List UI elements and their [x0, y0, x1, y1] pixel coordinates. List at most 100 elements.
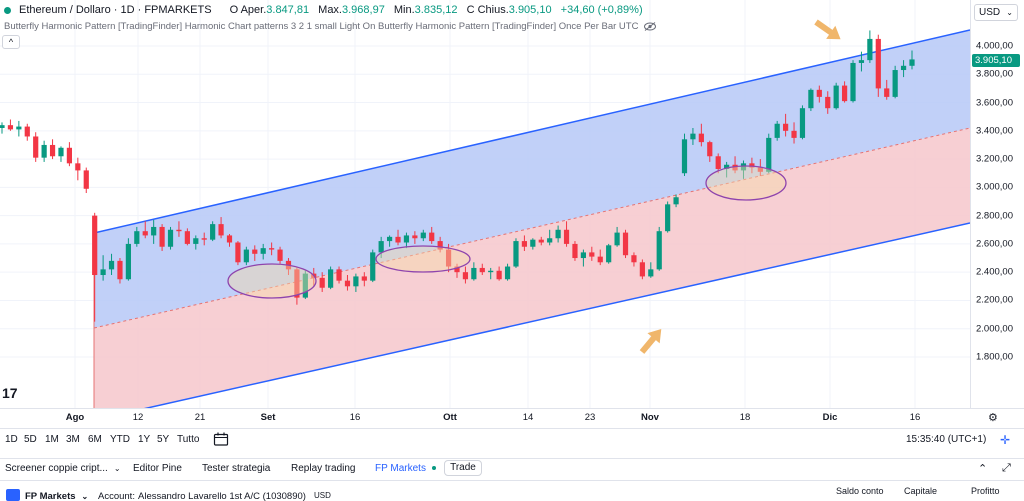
- candle-body: [833, 85, 839, 109]
- candle-body: [412, 235, 418, 239]
- range-1y-button[interactable]: 1Y: [138, 434, 151, 445]
- candle-body: [159, 226, 165, 247]
- candle-body: [395, 236, 401, 243]
- pattern-marker-ellipse: [227, 263, 317, 299]
- calendar-icon[interactable]: [213, 432, 229, 446]
- tab-strategy-tester[interactable]: Tester strategia: [202, 463, 271, 474]
- price-chart[interactable]: 17: [0, 0, 970, 408]
- candle-body: [134, 231, 140, 244]
- account-name[interactable]: Alessandro Lavarello 1st A/C (1030890): [138, 491, 306, 501]
- trade-button[interactable]: Trade: [444, 460, 482, 476]
- chevron-up-icon[interactable]: ⌃: [978, 463, 988, 475]
- candle-body: [622, 232, 629, 256]
- candle-body: [875, 38, 881, 89]
- candle-body: [41, 144, 47, 158]
- candle-body: [260, 248, 266, 254]
- chevron-down-icon: ⌄: [81, 492, 89, 501]
- candle-body: [0, 125, 5, 128]
- candle-body: [294, 269, 300, 298]
- candle-body: [479, 267, 485, 273]
- candle-body: [429, 232, 435, 242]
- candle-body: [176, 229, 182, 232]
- collapse-legend-button[interactable]: ^: [2, 35, 20, 49]
- range-ytd-button[interactable]: YTD: [110, 434, 130, 445]
- low-value: 3.835,12: [414, 4, 458, 16]
- indicator-label: Butterfly Harmonic Pattern [TradingFinde…: [4, 21, 639, 32]
- candle-body: [117, 260, 123, 280]
- candle-body: [513, 241, 519, 267]
- candle-body: [740, 163, 747, 171]
- tab-fp-markets[interactable]: FP Markets: [375, 463, 436, 474]
- price-axis[interactable]: [970, 0, 1024, 408]
- symbol-title[interactable]: Ethereum / Dollaro · 1D · FPMARKETS: [19, 4, 212, 16]
- currency-selector[interactable]: USD ⌄: [974, 4, 1018, 21]
- candle-body: [572, 243, 578, 259]
- candle-body: [336, 269, 342, 281]
- gear-icon[interactable]: ⚙: [988, 412, 998, 424]
- eye-icon[interactable]: [644, 22, 657, 31]
- clock-display[interactable]: 15:35:40 (UTC+1): [906, 434, 987, 445]
- candle-body: [665, 204, 671, 232]
- candle-body: [816, 89, 822, 97]
- candle-body: [783, 123, 789, 131]
- price-tick-label: 2.600,00: [976, 238, 1013, 250]
- candle-body: [302, 273, 308, 298]
- profit-label: Profitto: [971, 486, 1000, 496]
- candle-body: [715, 156, 721, 169]
- price-tick-label: 4.000,00: [976, 40, 1013, 52]
- candle-body: [226, 235, 233, 243]
- candle-body: [757, 167, 763, 172]
- range-bar: [0, 428, 1024, 452]
- connected-status-icon: [431, 466, 436, 471]
- candle-body: [269, 248, 275, 250]
- candle-body: [83, 170, 89, 189]
- candle-body: [825, 96, 831, 109]
- time-axis[interactable]: [0, 408, 1024, 428]
- range-1d-button[interactable]: 1D: [5, 434, 18, 445]
- candle-body: [639, 262, 645, 277]
- candle-body: [277, 249, 283, 261]
- candle-body: [75, 163, 81, 171]
- candle-body: [749, 163, 755, 168]
- time-tick-label: 18: [739, 412, 751, 423]
- candle-body: [580, 252, 586, 259]
- annotation-arrow: [814, 19, 841, 40]
- annotation-arrow: [639, 329, 662, 354]
- chart-header: Ethereum / Dollaro · 1D · FPMARKETS O Ap…: [4, 4, 649, 16]
- time-tick-label: 16: [909, 412, 921, 423]
- price-tick-label: 3.600,00: [976, 97, 1013, 109]
- range-all-button[interactable]: Tutto: [177, 434, 200, 445]
- range-5d-button[interactable]: 5D: [24, 434, 37, 445]
- candle-body: [201, 238, 207, 240]
- time-tick-label: 14: [522, 412, 534, 423]
- range-5y-button[interactable]: 5Y: [157, 434, 170, 445]
- crosshair-icon[interactable]: ✛: [1000, 433, 1011, 447]
- channel-upper-line: [93, 29, 970, 234]
- candle-body: [353, 276, 359, 287]
- candle-body: [462, 272, 469, 280]
- candle-body: [698, 133, 704, 143]
- candle-body: [142, 231, 148, 236]
- broker-name[interactable]: FP Markets ⌄: [25, 491, 89, 501]
- range-1m-button[interactable]: 1M: [45, 434, 59, 445]
- candle-body: [167, 229, 174, 247]
- channel-upper-zone: [94, 30, 970, 328]
- candle-body: [66, 147, 73, 164]
- chart-area[interactable]: 17: [0, 0, 970, 408]
- candle-body: [454, 266, 460, 273]
- high-value: 3.968,97: [342, 4, 385, 16]
- tab-pine-editor[interactable]: Editor Pine: [133, 463, 182, 474]
- ohlc-readout: O Aper.3.847,81 Max.3.968,97 Min.3.835,1…: [229, 4, 643, 16]
- candle-body: [850, 62, 856, 102]
- indicator-legend[interactable]: Butterfly Harmonic Pattern [TradingFinde…: [4, 21, 657, 32]
- tab-screener[interactable]: Screener coppie cript... ⌄: [5, 463, 121, 474]
- candle-body: [92, 215, 98, 276]
- tab-replay-trading[interactable]: Replay trading: [291, 463, 356, 474]
- price-tick-label: 3.200,00: [976, 153, 1013, 165]
- time-tick-label: 16: [349, 412, 361, 423]
- range-6m-button[interactable]: 6M: [88, 434, 102, 445]
- price-tick-label: 2.200,00: [976, 294, 1013, 306]
- range-3m-button[interactable]: 3M: [66, 434, 80, 445]
- price-tick-label: 3.800,00: [976, 68, 1013, 80]
- maximize-icon[interactable]: ⤢: [1002, 462, 1011, 474]
